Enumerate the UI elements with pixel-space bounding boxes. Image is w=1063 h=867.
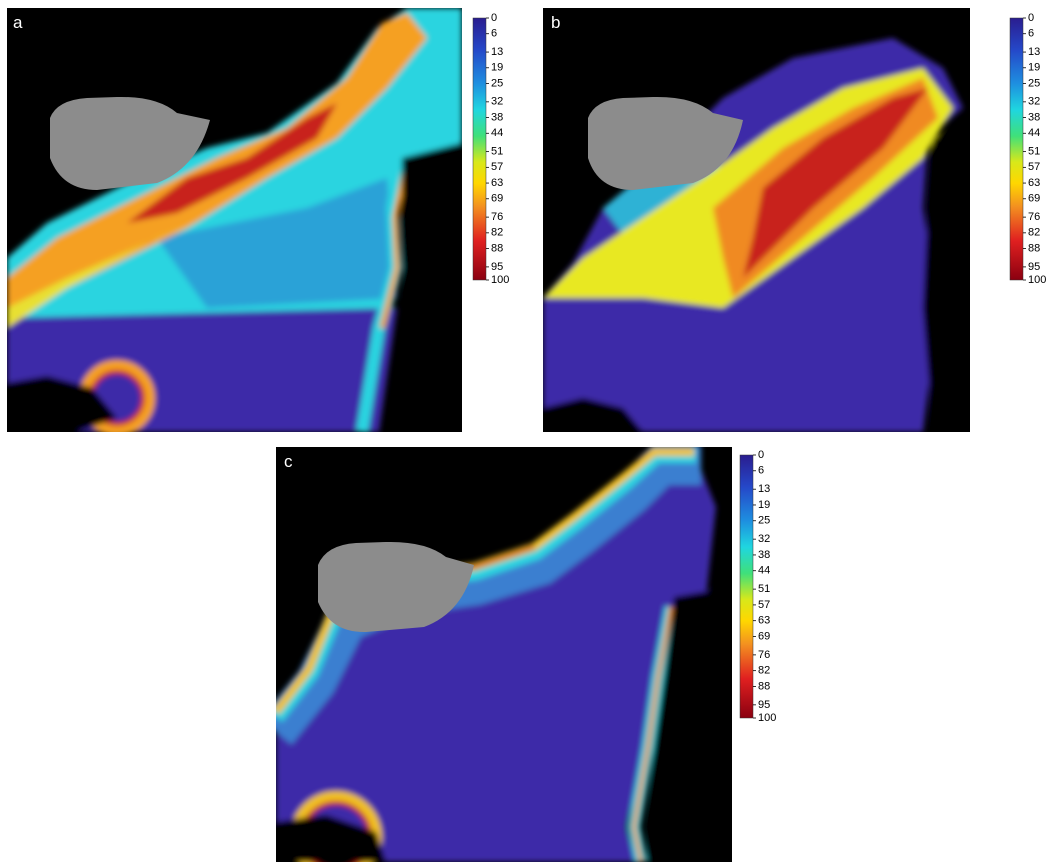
colorbar: [739, 454, 754, 719]
tick-label: 76: [1028, 211, 1040, 223]
tick-label: 38: [1028, 111, 1040, 123]
tick-label: 95: [758, 699, 770, 711]
tick-label: 63: [1028, 177, 1040, 189]
tick-label: 63: [491, 177, 503, 189]
tick-label: 76: [758, 649, 770, 661]
panel-label: b: [551, 13, 560, 32]
tick-label: 13: [491, 46, 503, 58]
tick-label: 32: [758, 533, 770, 545]
tick-label: 38: [491, 111, 503, 123]
tick-label: 51: [1028, 146, 1040, 158]
tick-label: 95: [1028, 261, 1040, 273]
tick-label: 82: [1028, 227, 1040, 239]
colorbar: [472, 17, 487, 281]
tick-label: 0: [491, 12, 497, 24]
tick-label: 32: [491, 96, 503, 108]
tick-label: 19: [758, 499, 770, 511]
tick-label: 0: [1028, 12, 1034, 24]
tick-label: 82: [491, 227, 503, 239]
tick-label: 13: [758, 483, 770, 495]
tick-label: 44: [491, 127, 503, 139]
tick-label: 51: [758, 583, 770, 595]
tick-label: 25: [1028, 77, 1040, 89]
panel-label: c: [284, 452, 293, 471]
tick-label: 57: [491, 161, 503, 173]
tick-label: 38: [758, 549, 770, 561]
tick-label: 6: [758, 465, 764, 477]
tick-label: 57: [758, 599, 770, 611]
tick-label: 88: [491, 242, 503, 254]
tick-label: 13: [1028, 46, 1040, 58]
tick-label: 100: [1028, 274, 1046, 286]
tick-label: 76: [491, 211, 503, 223]
tick-label: 0: [758, 449, 764, 461]
colorbar: [1009, 17, 1024, 281]
tick-label: 82: [758, 665, 770, 677]
tick-label: 69: [758, 630, 770, 642]
tick-label: 69: [491, 193, 503, 205]
map-c: [276, 447, 732, 862]
tick-label: 19: [1028, 62, 1040, 74]
tick-label: 44: [758, 565, 770, 577]
tick-label: 25: [491, 77, 503, 89]
panel-label: a: [13, 13, 23, 32]
tick-label: 88: [758, 680, 770, 692]
tick-label: 100: [491, 274, 509, 286]
tick-label: 57: [1028, 161, 1040, 173]
map-a: [7, 8, 462, 432]
tick-label: 69: [1028, 193, 1040, 205]
tick-label: 25: [758, 515, 770, 527]
tick-label: 100: [758, 712, 776, 724]
tick-label: 44: [1028, 127, 1040, 139]
tick-label: 6: [491, 28, 497, 40]
tick-label: 63: [758, 615, 770, 627]
tick-label: 32: [1028, 96, 1040, 108]
tick-label: 6: [1028, 28, 1034, 40]
tick-label: 95: [491, 261, 503, 273]
tick-label: 88: [1028, 242, 1040, 254]
tick-label: 19: [491, 62, 503, 74]
map-b: [543, 8, 970, 432]
tick-label: 51: [491, 146, 503, 158]
